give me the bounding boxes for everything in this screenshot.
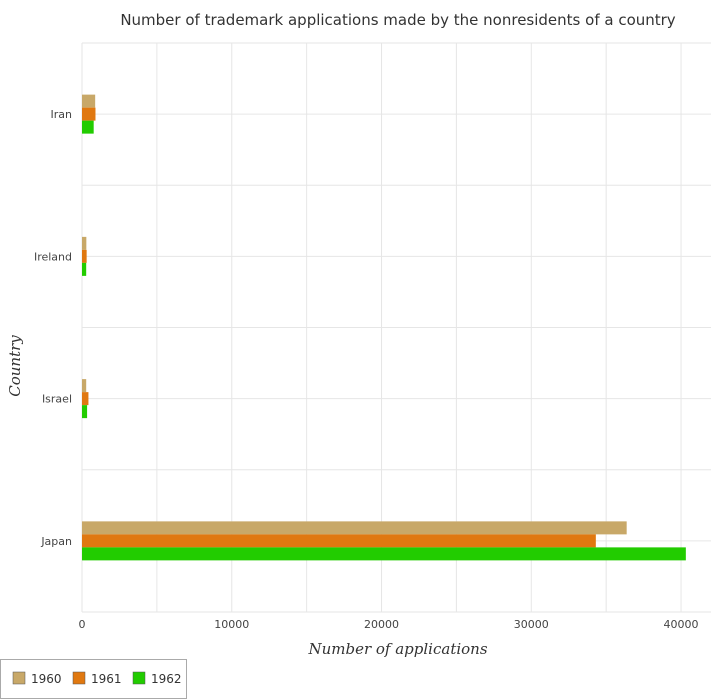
- bar-israel-1962: [82, 405, 88, 419]
- x-tick-label: 40000: [664, 618, 699, 631]
- bar-japan-1962: [82, 547, 686, 561]
- x-tick-label: 0: [79, 618, 86, 631]
- legend-label-1962: 1962: [151, 672, 182, 686]
- x-tick-label: 30000: [514, 618, 549, 631]
- y-axis-label: Country: [6, 335, 24, 397]
- bar-ireland-1960: [82, 236, 87, 250]
- y-tick-label: Ireland: [34, 250, 72, 263]
- bar-ireland-1961: [82, 249, 87, 263]
- y-tick-label: Iran: [51, 108, 73, 121]
- legend-swatch-1961: [72, 671, 86, 685]
- bars: [82, 94, 686, 561]
- legend-box: [0, 659, 187, 699]
- bar-iran-1960: [82, 94, 96, 108]
- y-tick-label: Japan: [40, 535, 72, 548]
- legend-label-1960: 1960: [31, 672, 62, 686]
- x-axis-ticks: 0 10000 20000 30000 40000: [79, 618, 699, 631]
- bar-israel-1961: [82, 392, 89, 406]
- bar-iran-1961: [82, 107, 96, 121]
- x-axis-label: Number of applications: [307, 640, 487, 658]
- legend: 1960 1961 1962: [0, 659, 187, 699]
- x-tick-label: 20000: [364, 618, 399, 631]
- chart-title: Number of trademark applications made by…: [120, 11, 675, 29]
- bar-iran-1962: [82, 120, 94, 134]
- bar-ireland-1962: [82, 262, 87, 276]
- bar-israel-1960: [82, 379, 87, 393]
- y-tick-label: Israel: [42, 393, 72, 406]
- legend-swatch-1960: [12, 671, 26, 685]
- legend-swatch-1962: [132, 671, 146, 685]
- x-tick-label: 10000: [214, 618, 249, 631]
- legend-label-1961: 1961: [91, 672, 122, 686]
- y-axis-ticks: Iran Ireland Israel Japan: [34, 108, 72, 548]
- bar-japan-1960: [82, 521, 627, 535]
- bar-japan-1961: [82, 534, 596, 548]
